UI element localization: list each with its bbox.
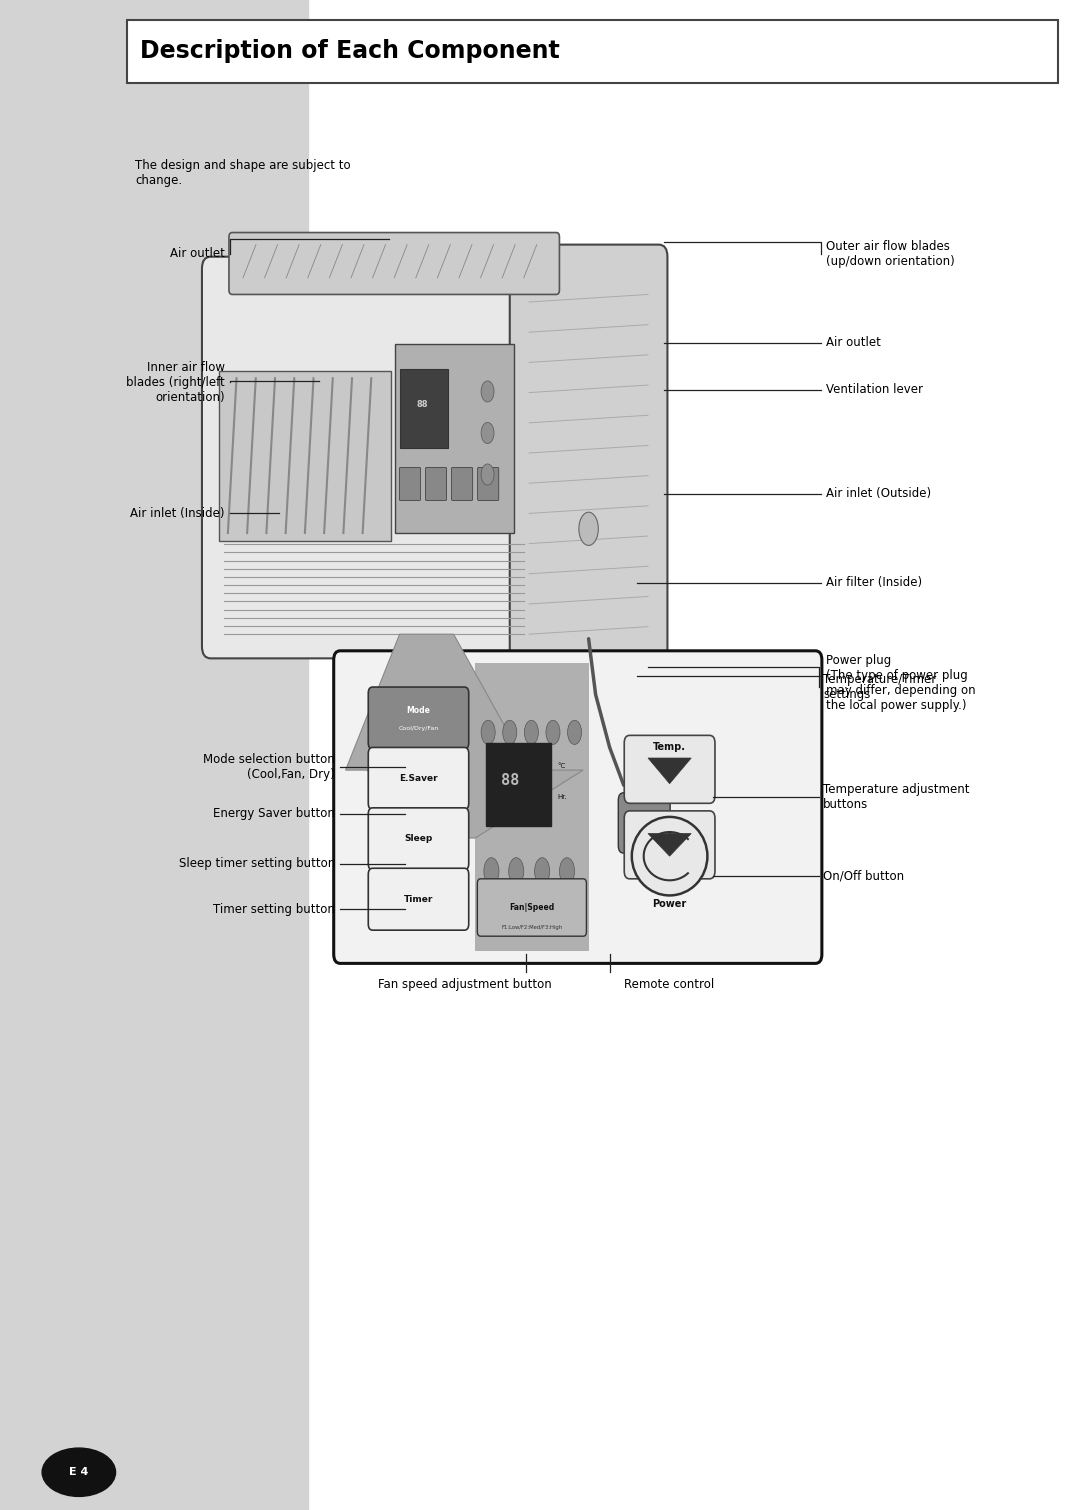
Text: On/Off button: On/Off button (823, 870, 904, 882)
Ellipse shape (503, 720, 516, 744)
Text: Cool/Dry/Fan: Cool/Dry/Fan (399, 726, 438, 731)
Text: The design and shape are subject to
change.: The design and shape are subject to chan… (135, 159, 351, 187)
Text: Outer air flow blades
(up/down orientation): Outer air flow blades (up/down orientati… (826, 240, 955, 267)
FancyBboxPatch shape (477, 879, 586, 936)
Text: Energy Saver button: Energy Saver button (213, 808, 335, 820)
Text: Timer: Timer (404, 895, 433, 903)
Text: Power: Power (652, 900, 687, 909)
FancyBboxPatch shape (478, 880, 585, 920)
FancyBboxPatch shape (127, 20, 1058, 83)
FancyBboxPatch shape (368, 687, 469, 749)
Text: Sleep timer setting button: Sleep timer setting button (178, 858, 335, 870)
Ellipse shape (579, 512, 598, 545)
Text: °C: °C (557, 763, 566, 769)
Text: Temperature/Timer
settings: Temperature/Timer settings (823, 673, 936, 701)
Ellipse shape (481, 381, 494, 402)
FancyBboxPatch shape (368, 868, 469, 930)
Ellipse shape (509, 858, 524, 885)
Text: Description of Each Component: Description of Each Component (140, 39, 561, 63)
FancyBboxPatch shape (451, 468, 473, 501)
FancyBboxPatch shape (395, 344, 514, 533)
Text: Air outlet: Air outlet (826, 337, 881, 349)
Ellipse shape (632, 817, 707, 895)
FancyBboxPatch shape (486, 743, 551, 826)
FancyBboxPatch shape (624, 735, 715, 803)
Text: Air filter (Inside): Air filter (Inside) (826, 577, 922, 589)
Ellipse shape (481, 423, 494, 444)
Ellipse shape (525, 720, 538, 744)
Text: Ventilation lever: Ventilation lever (826, 384, 923, 396)
Text: Fan|Speed: Fan|Speed (510, 903, 554, 912)
Text: Mode: Mode (406, 707, 431, 716)
Ellipse shape (559, 858, 575, 885)
Text: Hr.: Hr. (557, 794, 567, 800)
Text: Temp.: Temp. (653, 743, 686, 752)
FancyBboxPatch shape (401, 368, 448, 448)
Text: Fan speed adjustment button: Fan speed adjustment button (378, 978, 551, 991)
Text: Air inlet (Inside): Air inlet (Inside) (130, 507, 225, 519)
Text: Sleep: Sleep (404, 835, 433, 843)
Text: Timer setting button: Timer setting button (213, 903, 335, 915)
FancyBboxPatch shape (202, 257, 549, 658)
Text: 88: 88 (416, 400, 428, 409)
Text: Air inlet (Outside): Air inlet (Outside) (826, 488, 931, 500)
Polygon shape (648, 758, 691, 784)
FancyBboxPatch shape (624, 811, 715, 879)
Text: E.Saver: E.Saver (400, 775, 437, 782)
Bar (475, 663, 589, 951)
Polygon shape (346, 634, 583, 838)
FancyBboxPatch shape (400, 468, 420, 501)
FancyBboxPatch shape (618, 793, 671, 853)
FancyBboxPatch shape (368, 747, 469, 809)
Polygon shape (648, 834, 691, 856)
Ellipse shape (484, 858, 499, 885)
Ellipse shape (546, 720, 561, 744)
Text: Power plug
(The type of power plug
may differ, depending on
the local power supp: Power plug (The type of power plug may d… (826, 654, 976, 711)
Ellipse shape (535, 858, 550, 885)
FancyBboxPatch shape (219, 371, 391, 541)
Text: Inner air flow
blades (right/left
orientation): Inner air flow blades (right/left orient… (126, 361, 225, 403)
FancyBboxPatch shape (477, 468, 499, 501)
FancyBboxPatch shape (334, 651, 822, 963)
Text: Mode selection button
(Cool,Fan, Dry): Mode selection button (Cool,Fan, Dry) (203, 753, 335, 781)
Text: E 4: E 4 (69, 1468, 89, 1477)
FancyBboxPatch shape (426, 468, 447, 501)
Text: Temperature adjustment
buttons: Temperature adjustment buttons (823, 784, 970, 811)
FancyBboxPatch shape (368, 808, 469, 870)
Text: F1:Low/F2:Med/F3:High: F1:Low/F2:Med/F3:High (501, 924, 563, 930)
FancyBboxPatch shape (229, 233, 559, 294)
Ellipse shape (482, 720, 496, 744)
Ellipse shape (42, 1448, 116, 1496)
Bar (0, 0, 308, 1510)
Text: 88: 88 (501, 773, 519, 788)
Ellipse shape (481, 464, 494, 485)
Text: Remote control: Remote control (624, 978, 715, 991)
Text: Air outlet: Air outlet (170, 248, 225, 260)
Ellipse shape (568, 720, 582, 744)
FancyBboxPatch shape (510, 245, 667, 669)
